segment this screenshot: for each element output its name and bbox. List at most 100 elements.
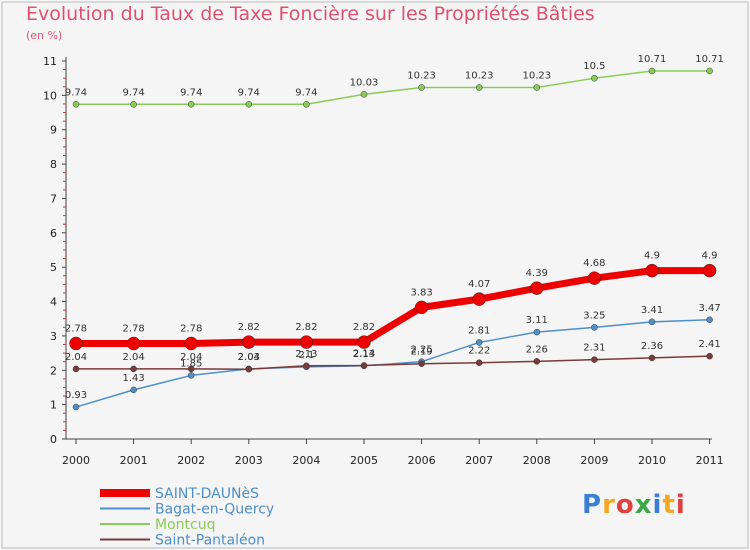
data-point bbox=[648, 67, 656, 75]
data-point bbox=[591, 356, 598, 363]
data-label: 2.31 bbox=[583, 343, 605, 354]
data-label: 10.71 bbox=[695, 54, 724, 65]
data-point bbox=[187, 372, 195, 379]
data-point bbox=[357, 335, 371, 349]
data-point bbox=[72, 101, 80, 108]
data-label: 1.85 bbox=[180, 358, 202, 369]
data-point bbox=[587, 271, 602, 285]
data-label: 2.1 bbox=[298, 350, 314, 361]
data-label: 10.03 bbox=[350, 77, 379, 88]
data-point bbox=[702, 263, 717, 278]
y-tick-label: 8 bbox=[50, 158, 57, 171]
y-tick-label: 9 bbox=[50, 124, 57, 137]
data-point bbox=[645, 263, 659, 278]
data-label: 2.78 bbox=[122, 323, 144, 334]
data-label: 3.41 bbox=[641, 305, 663, 316]
x-tick-label: 2000 bbox=[62, 454, 90, 467]
data-point bbox=[130, 386, 137, 394]
data-point bbox=[360, 362, 368, 369]
data-point bbox=[648, 318, 656, 326]
data-point bbox=[187, 101, 195, 108]
logo-letter: P bbox=[582, 490, 603, 520]
series-line bbox=[76, 70, 710, 106]
data-point bbox=[706, 316, 713, 324]
x-tick-label: 2003 bbox=[235, 454, 263, 467]
x-tick-label: 2005 bbox=[350, 454, 378, 467]
data-point bbox=[360, 91, 368, 98]
logo-letter: x bbox=[634, 490, 653, 520]
data-point bbox=[418, 360, 425, 367]
x-tick-label: 2011 bbox=[696, 454, 724, 467]
data-point bbox=[475, 359, 483, 366]
legend-label: Saint-Pantaléon bbox=[155, 533, 265, 549]
data-label: 4.9 bbox=[644, 251, 660, 262]
y-tick-label: 11 bbox=[43, 55, 57, 68]
data-point bbox=[130, 365, 137, 373]
data-point bbox=[414, 300, 429, 315]
x-tick-label: 2010 bbox=[638, 454, 666, 467]
data-point bbox=[245, 101, 253, 108]
data-label: 2.03 bbox=[238, 352, 260, 363]
data-point bbox=[72, 403, 80, 411]
data-label: 10.71 bbox=[638, 54, 667, 65]
x-tick-label: 2007 bbox=[465, 454, 493, 467]
data-point bbox=[418, 84, 425, 91]
y-tick-label: 3 bbox=[50, 330, 57, 343]
data-label: 2.04 bbox=[65, 352, 87, 363]
data-point bbox=[242, 335, 256, 349]
data-label: 9.74 bbox=[295, 87, 317, 98]
data-point bbox=[591, 74, 598, 82]
data-point bbox=[533, 328, 541, 336]
data-point bbox=[245, 365, 253, 373]
data-point bbox=[475, 84, 483, 91]
data-point bbox=[533, 358, 541, 365]
legend-label: Montcuq bbox=[155, 517, 215, 533]
x-tick-label: 2002 bbox=[177, 454, 205, 467]
legend-label: Bagat-en-Quercy bbox=[155, 502, 274, 518]
data-point bbox=[130, 101, 137, 108]
series-line bbox=[76, 355, 710, 370]
chart-title: Evolution du Taux de Taxe Foncière sur l… bbox=[26, 3, 595, 25]
logo-letter: i bbox=[675, 490, 686, 520]
y-tick-label: 1 bbox=[50, 399, 57, 412]
data-label: 2.82 bbox=[238, 322, 260, 333]
y-tick-label: 2 bbox=[50, 364, 57, 377]
data-point bbox=[706, 67, 713, 75]
data-label: 2.41 bbox=[698, 339, 720, 350]
x-tick-label: 2004 bbox=[292, 454, 320, 467]
data-point bbox=[72, 365, 80, 373]
x-tick-label: 2008 bbox=[523, 454, 551, 467]
x-tick-label: 2006 bbox=[408, 454, 436, 467]
y-tick-label: 7 bbox=[50, 192, 57, 205]
y-tick-label: 5 bbox=[50, 261, 57, 274]
x-tick-label: 2009 bbox=[580, 454, 608, 467]
data-label: 9.74 bbox=[238, 87, 260, 98]
data-label: 10.23 bbox=[407, 70, 436, 81]
data-label: 2.13 bbox=[295, 349, 317, 360]
y-tick-label: 4 bbox=[50, 296, 57, 309]
data-label: 4.9 bbox=[702, 251, 718, 262]
chart-subtitle: (en %) bbox=[26, 29, 63, 42]
data-label: 2.36 bbox=[641, 341, 663, 352]
series-line bbox=[75, 319, 710, 408]
data-label: 2.19 bbox=[410, 347, 432, 358]
data-point bbox=[706, 352, 713, 360]
data-label: 9.74 bbox=[65, 87, 87, 98]
data-label: 2.82 bbox=[295, 322, 317, 333]
data-point bbox=[591, 324, 598, 331]
data-point bbox=[533, 84, 541, 91]
data-label: 3.25 bbox=[583, 310, 605, 321]
data-label: 2.14 bbox=[353, 348, 375, 359]
data-point bbox=[530, 281, 544, 295]
data-point bbox=[187, 365, 195, 373]
logo-letter: o bbox=[615, 490, 635, 520]
data-label: 10.23 bbox=[522, 70, 551, 81]
data-point bbox=[472, 292, 486, 306]
data-label: 4.07 bbox=[468, 279, 490, 290]
data-label: 9.74 bbox=[180, 87, 202, 98]
data-point bbox=[126, 336, 141, 351]
data-label: 2.04 bbox=[238, 352, 260, 363]
y-tick-label: 6 bbox=[50, 227, 57, 240]
